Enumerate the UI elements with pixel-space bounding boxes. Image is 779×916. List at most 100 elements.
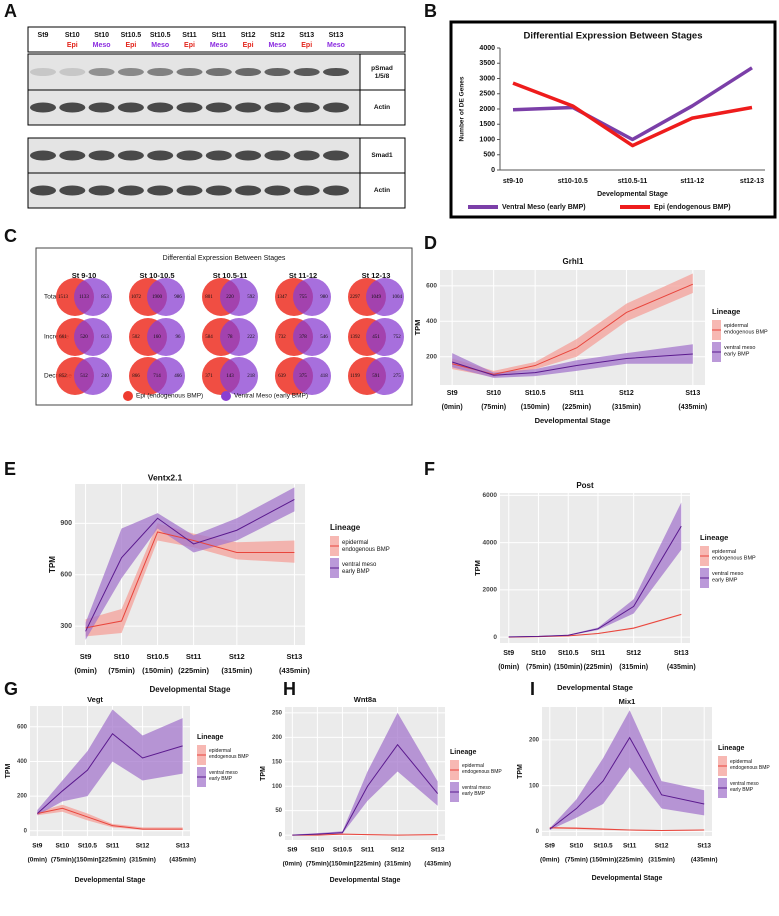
text-line: early BMP (462, 791, 486, 797)
venn-count: 1049 (371, 295, 382, 300)
y-tick-label: 3000 (479, 75, 495, 82)
legend-label: epidermal endogenous BMP (209, 748, 249, 760)
x-tick-time: (315min) (619, 664, 648, 671)
series-line (85, 498, 295, 632)
x-tick-label: St12 (229, 652, 245, 661)
x-tick-label: St10.5 (147, 652, 169, 661)
x-tick-time: (315min) (129, 857, 156, 864)
x-tick-time: (435min) (691, 857, 718, 864)
venn-legend-label: Ventral Meso (early BMP) (234, 393, 308, 400)
blot-band (30, 185, 56, 196)
panel-label: H (283, 679, 296, 699)
chart-title: Wnt8a (354, 695, 377, 704)
blot-band (205, 68, 232, 76)
chart-title: Vegt (87, 695, 103, 704)
y-tick-label: 50 (275, 808, 282, 814)
venn-count: 143 (226, 374, 234, 379)
text-line: ventral meso (342, 562, 377, 568)
confidence-band (508, 502, 682, 638)
x-tick-label: St11 (361, 847, 375, 854)
x-axis-label: Developmental Stage (75, 877, 146, 884)
chart-title: Mix1 (619, 697, 636, 706)
x-tick-label: St9 (32, 843, 43, 850)
x-tick-label: St10 (56, 843, 70, 850)
legend-label: ventral meso early BMP (462, 785, 491, 797)
series-line (549, 827, 705, 832)
blot-band (235, 150, 262, 161)
x-tick-time: (75min) (481, 404, 506, 411)
y-tick-label: 400 (426, 318, 437, 325)
venn-count: 852 (59, 374, 67, 379)
y-tick-label: 400 (17, 759, 28, 765)
x-tick-time: (435min) (678, 404, 707, 411)
y-tick-label: 0 (536, 829, 540, 835)
venn-count: 1347 (277, 295, 288, 300)
y-tick-label: 300 (60, 623, 72, 630)
blot-band (30, 150, 56, 161)
blot-header (27, 26, 406, 53)
y-tick-label: 0 (491, 167, 495, 174)
blot-label-box (359, 137, 406, 174)
y-tick-label: 200 (529, 738, 540, 744)
text-line: 1/5/8 (375, 73, 390, 80)
blot-band (264, 185, 291, 196)
blot-band (264, 102, 291, 113)
chart-title: Differential Expression Between Stages (524, 31, 703, 42)
y-tick-label: 0 (493, 634, 497, 641)
venn-count: 222 (247, 335, 255, 340)
x-tick-time: (435min) (279, 666, 310, 675)
text-line: early BMP (342, 569, 370, 575)
y-tick-label: 2000 (479, 106, 495, 113)
venn-legend-label: Epi (endogenous BMP) (136, 393, 203, 400)
blot-row-label: pSmad 1/5/8 (371, 65, 393, 80)
x-axis-label: Developmental Stage (597, 191, 668, 198)
chart-title: Ventx2.1 (148, 472, 183, 482)
legend-label: epidermal endogenous BMP (712, 549, 756, 562)
x-tick-label: St11 (186, 652, 201, 661)
venn-count: 418 (320, 374, 328, 379)
venn-count: 1513 (58, 295, 69, 300)
x-tick-label: St13 (431, 847, 445, 854)
y-axis-label: TPM (473, 560, 482, 576)
text-line: epidermal (342, 540, 368, 546)
series-line (512, 81, 753, 148)
y-axis-label: TPM (413, 320, 422, 336)
venn-count: 546 (320, 335, 328, 340)
lane-tissue: Meso (151, 42, 169, 49)
series-line (37, 733, 183, 814)
blot-row-label: Actin (374, 187, 390, 194)
lane-stage: St9 (38, 32, 49, 39)
confidence-band (292, 712, 438, 836)
venn-count: 755 (299, 295, 307, 300)
venn-count: 1004 (392, 295, 403, 300)
y-axis-label: TPM (48, 556, 57, 573)
text-line: endogenous BMP (724, 330, 768, 336)
legend-label: epidermal endogenous BMP (724, 323, 768, 336)
venn-circle-meso (147, 318, 185, 356)
blot-band (205, 102, 232, 113)
x-tick-time: (150min) (329, 861, 356, 868)
confidence-band (37, 709, 183, 816)
legend-title: Lineage (712, 307, 740, 316)
blot-band (59, 150, 86, 161)
x-tick-time: (315min) (221, 666, 252, 675)
blot-band (323, 68, 349, 76)
x-tick-label: St10 (114, 652, 130, 661)
venn-count: 584 (205, 335, 213, 340)
x-tick-label: St10 (570, 843, 584, 850)
blot-band (59, 185, 86, 196)
x-axis-label: Developmental Stage (557, 683, 633, 692)
venn-count: 866 (132, 374, 140, 379)
x-tick-time: (225min) (562, 404, 591, 411)
lane-tissue: Epi (301, 42, 312, 49)
legend-label: ventral meso early BMP (712, 571, 744, 584)
venn-column: St 10-10.5 (139, 271, 174, 280)
blot-band (176, 68, 203, 76)
venn-legend-swatch (123, 391, 133, 401)
venn-title: Differential Expression Between Stages (163, 255, 286, 262)
lane-stage: St13 (329, 32, 344, 39)
legend-label: epidermal endogenous BMP (342, 540, 390, 553)
x-tick-label: St12 (655, 843, 669, 850)
y-axis-label: TPM (260, 766, 267, 781)
venn-circle-meso (366, 357, 404, 395)
